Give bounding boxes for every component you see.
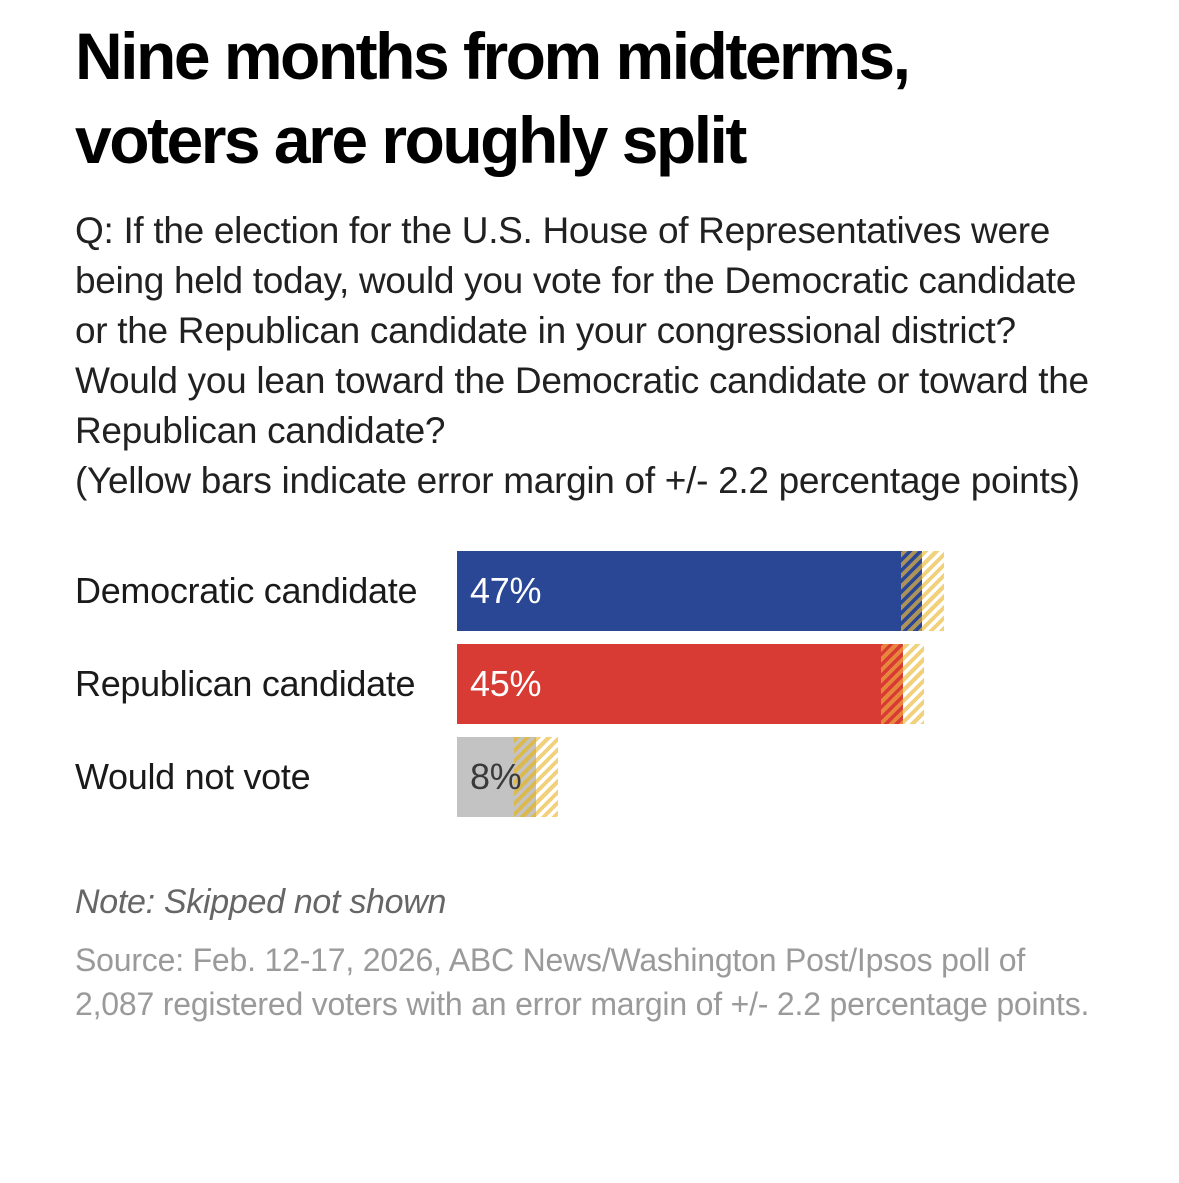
bar-area: 8% (457, 737, 1109, 817)
bar-value-label: 8% (470, 756, 522, 797)
bar-value-label: 47% (470, 570, 542, 611)
category-label: Republican candidate (75, 663, 416, 704)
footnote: Note: Skipped not shown (75, 883, 447, 921)
error-margin-outer-stripes (922, 551, 945, 631)
poll-question-block: Q: If the election for the U.S. House of… (75, 206, 1107, 506)
chart-title: Nine months from midterms, voters are ro… (75, 19, 911, 177)
category-label: Democratic candidate (75, 570, 418, 611)
poll-question-text: Q: If the election for the U.S. House of… (75, 210, 1089, 451)
error-margin-outer-stripes (536, 737, 558, 817)
error-margin-note: (Yellow bars indicate error margin of +/… (75, 460, 1080, 501)
error-margin-inner-stripes (880, 644, 903, 724)
chart-row: Republican candidate 45% (75, 644, 1109, 724)
chart-row: Would not vote 8% (75, 737, 1109, 817)
error-margin-inner-stripes (514, 737, 537, 817)
error-margin-inner-stripes (900, 551, 923, 631)
bar-value-label: 45% (470, 663, 542, 704)
bar: 45% (457, 644, 903, 724)
bar: 8% (457, 737, 537, 817)
chart-row: Democratic candidate 47% (75, 551, 1109, 631)
bar-area: 47% (457, 551, 1109, 631)
source-attribution: Source: Feb. 12-17, 2026, ABC News/Washi… (75, 942, 1090, 1022)
error-margin-outer-stripes (902, 644, 925, 724)
bar-chart: Democratic candidate 47% Republican cand… (75, 551, 1109, 817)
bar: 47% (457, 551, 923, 631)
category-label: Would not vote (75, 756, 311, 797)
bar-area: 45% (457, 644, 1109, 724)
